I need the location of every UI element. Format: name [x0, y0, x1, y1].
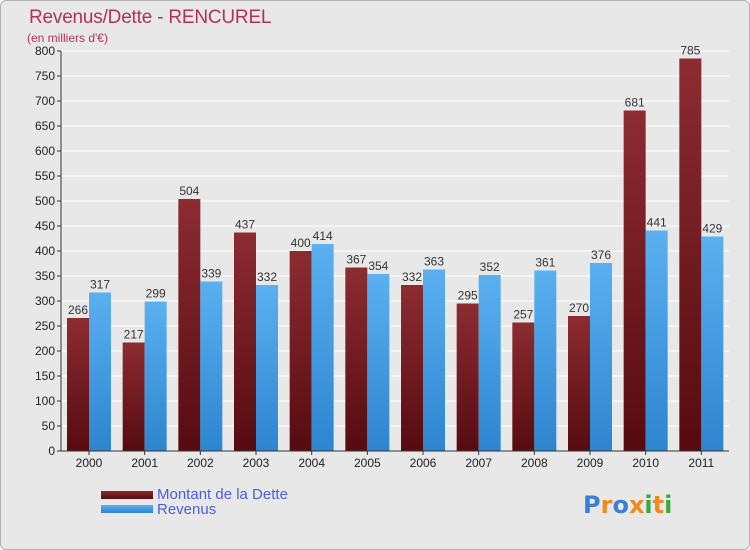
x-tick-label: 2001	[131, 456, 158, 470]
data-label: 681	[625, 96, 645, 110]
bar-revenus	[367, 274, 390, 451]
y-tick-label: 700	[35, 94, 55, 108]
logo-letter: P	[583, 491, 601, 519]
y-tick-label: 0	[48, 444, 55, 458]
bar-dette	[512, 322, 535, 451]
logo-letter: i	[664, 491, 673, 519]
y-tick-label: 650	[35, 119, 55, 133]
x-tick-label: 2000	[76, 456, 103, 470]
bar-dette	[623, 110, 646, 451]
data-label: 361	[535, 256, 555, 270]
data-label: 376	[591, 248, 611, 262]
bar-revenus	[423, 269, 445, 451]
logo-letter: i	[644, 491, 653, 519]
data-label: 332	[257, 270, 277, 284]
bar-revenus	[311, 244, 334, 451]
y-tick-label: 600	[35, 144, 55, 158]
y-tick-label: 800	[35, 44, 55, 58]
legend-swatch-revenus	[101, 505, 153, 513]
data-label: 504	[179, 184, 199, 198]
y-tick-label: 150	[35, 369, 55, 383]
data-label: 217	[124, 328, 144, 342]
bar-revenus	[534, 270, 557, 451]
data-label: 339	[201, 267, 221, 281]
x-tick-label: 2005	[354, 456, 381, 470]
bar-revenus	[144, 301, 167, 451]
bar-revenus	[590, 263, 612, 451]
proxiti-logo: Proxiti	[583, 491, 672, 519]
data-label: 332	[402, 270, 422, 284]
data-label: 299	[146, 287, 166, 301]
data-label: 363	[424, 255, 444, 269]
chart-subtitle: (en milliers d'€)	[27, 31, 108, 45]
chart-title: Revenus/Dette - RENCUREL	[29, 7, 272, 28]
data-label: 270	[569, 301, 589, 315]
y-tick-label: 300	[35, 294, 55, 308]
data-label: 429	[702, 222, 722, 236]
bar-dette	[67, 318, 89, 451]
logo-letter: x	[628, 491, 645, 519]
bar-revenus	[478, 275, 501, 451]
bar-revenus	[200, 281, 223, 451]
x-tick-label: 2004	[298, 456, 325, 470]
data-label: 785	[680, 44, 700, 58]
x-tick-label: 2011	[688, 456, 714, 470]
bar-dette	[178, 199, 201, 451]
bar-dette	[401, 285, 423, 451]
bar-dette	[345, 267, 368, 451]
x-tick-label: 2008	[521, 456, 548, 470]
data-label: 295	[458, 289, 478, 303]
bar-dette	[122, 342, 145, 451]
data-label: 400	[291, 236, 311, 250]
x-tick-label: 2007	[465, 456, 492, 470]
bar-revenus	[645, 230, 668, 451]
legend-swatch-dette	[101, 491, 153, 499]
logo-letter: r	[600, 491, 613, 519]
bar-dette	[234, 232, 256, 451]
bar-revenus	[701, 236, 724, 451]
data-label: 354	[368, 259, 388, 273]
x-tick-label: 2009	[577, 456, 604, 470]
y-tick-label: 250	[35, 319, 55, 333]
logo-letter: o	[612, 491, 629, 519]
x-tick-label: 2006	[410, 456, 437, 470]
y-tick-label: 200	[35, 344, 55, 358]
x-tick-label: 2010	[632, 456, 659, 470]
data-label: 414	[313, 229, 333, 243]
y-tick-label: 400	[35, 244, 55, 258]
logo-letter: t	[652, 491, 665, 519]
data-label: 441	[647, 216, 667, 230]
bar-dette	[568, 316, 590, 451]
y-tick-label: 100	[35, 394, 55, 408]
y-tick-label: 550	[35, 169, 55, 183]
data-label: 317	[90, 278, 110, 292]
data-label: 257	[513, 308, 533, 322]
data-label: 266	[68, 303, 88, 317]
y-tick-label: 50	[42, 419, 56, 433]
bar-dette	[679, 58, 702, 451]
legend-label-revenus: Revenus	[157, 501, 217, 518]
bar-dette	[289, 251, 312, 451]
y-tick-label: 450	[35, 219, 55, 233]
data-label: 437	[235, 218, 255, 232]
x-tick-label: 2002	[187, 456, 214, 470]
y-tick-label: 500	[35, 194, 55, 208]
bar-dette	[456, 303, 479, 451]
y-tick-label: 350	[35, 269, 55, 283]
data-label: 352	[480, 260, 500, 274]
y-tick-label: 750	[35, 69, 55, 83]
bar-revenus	[256, 285, 278, 451]
bar-revenus	[89, 292, 111, 451]
x-tick-label: 2003	[243, 456, 270, 470]
legend-label-dette: Montant de la Dette	[157, 486, 288, 503]
data-label: 367	[346, 253, 366, 267]
